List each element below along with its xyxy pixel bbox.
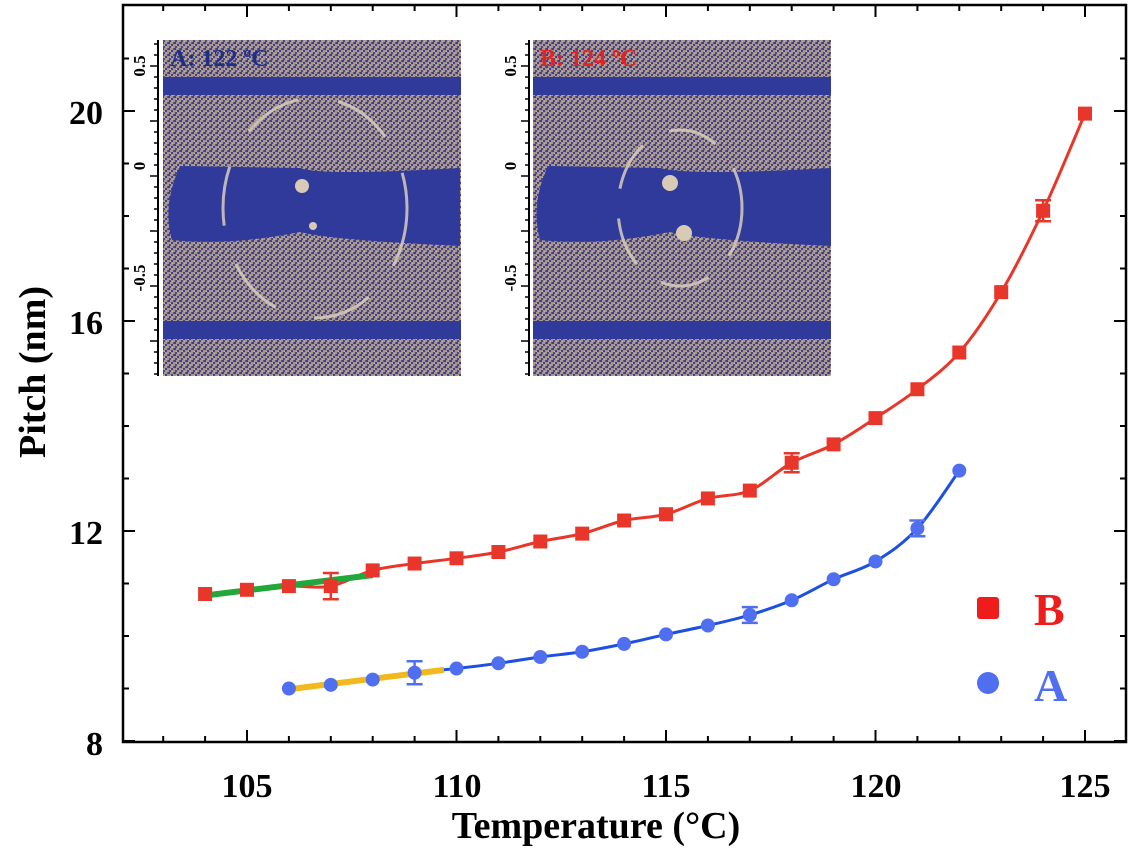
inset-a-tick-label: 0: [130, 162, 149, 171]
x-tick-label: 125: [1060, 768, 1111, 805]
data-point-a: [407, 665, 422, 680]
inset-a-label: A: 122 ºC: [170, 46, 269, 72]
data-points: [198, 106, 1092, 696]
data-point-b: [365, 563, 380, 578]
data-point-b: [240, 582, 254, 597]
inset-a-spot: [309, 222, 317, 230]
data-point-a: [868, 554, 883, 569]
data-point-b: [323, 579, 338, 594]
data-point-a: [617, 636, 632, 651]
inset-a-tick-label: 0.5: [130, 55, 149, 76]
inset-b-band-bottom: [533, 321, 831, 339]
data-point-b: [1078, 106, 1092, 121]
data-point-a: [910, 521, 925, 536]
data-point-a: [952, 463, 967, 478]
data-point-b: [700, 491, 715, 506]
inset-a: 0.5 0 -0.5 A: 122 ºC: [130, 40, 461, 376]
data-point-b: [868, 411, 883, 426]
legend-label-b: B: [1034, 584, 1065, 635]
data-point-a: [784, 593, 799, 608]
x-tick-label: 110: [432, 768, 481, 805]
legend-marker-a: [977, 672, 999, 694]
data-point-b: [952, 345, 967, 360]
inset-b-band-top: [533, 77, 831, 95]
data-point-b: [994, 285, 1009, 300]
data-point-a: [742, 608, 757, 622]
data-point-a: [659, 627, 673, 642]
inset-b-tick-label: 0: [501, 162, 520, 171]
inset-a-spot: [295, 179, 309, 193]
inset-a-ring: [221, 96, 409, 320]
data-point-a: [491, 656, 506, 671]
y-tick-label: 12: [69, 515, 103, 552]
x-tick-label: 105: [222, 768, 273, 805]
legend: B A: [977, 584, 1067, 711]
data-point-a: [533, 650, 548, 664]
legend-label-a: A: [1034, 660, 1067, 711]
x-axis-title: Temperature (°C): [452, 805, 741, 847]
x-tick-label: 115: [641, 768, 690, 805]
data-point-b: [575, 526, 590, 541]
data-point-b: [198, 587, 213, 601]
inset-b-tick-label: -0.5: [501, 265, 520, 292]
data-point-b: [742, 483, 757, 498]
data-point-b: [826, 437, 841, 452]
data-point-b: [533, 534, 548, 549]
data-point-a: [826, 572, 841, 587]
data-point-a: [365, 672, 380, 687]
data-point-a: [700, 618, 715, 633]
inset-b-spot: [676, 225, 692, 241]
inset-b-beam: [536, 166, 831, 246]
data-point-b: [617, 513, 632, 528]
inset-b-spot: [662, 175, 678, 191]
inset-b: 0.5 0 -0.5 B: 124 ºC: [501, 40, 831, 376]
y-axis-title: Pitch (nm): [12, 286, 54, 458]
fit-curve-a: [288, 469, 961, 690]
axis-ticks: [123, 5, 1126, 742]
inset-b-label: B: 124 ºC: [540, 46, 637, 72]
y-tick-label: 16: [69, 305, 103, 342]
data-point-a: [449, 661, 464, 676]
data-point-b: [281, 579, 296, 594]
data-point-b: [407, 556, 422, 571]
data-point-b: [659, 507, 673, 522]
x-tick-label: 120: [851, 768, 902, 805]
inset-a-band-bottom: [163, 321, 461, 339]
inset-a-band-top: [163, 77, 461, 95]
inset-a-beam: [168, 166, 460, 246]
data-point-b: [1036, 203, 1051, 218]
inset-b-tick-label: 0.5: [501, 55, 520, 76]
data-point-a: [281, 681, 296, 696]
inset-a-tick-label: -0.5: [130, 265, 149, 292]
inset-b-ring: [616, 128, 744, 288]
y-tick-label: 8: [86, 726, 103, 763]
legend-marker-b: [977, 597, 999, 619]
data-point-b: [491, 545, 506, 559]
data-point-b: [910, 382, 925, 397]
y-tick-label: 20: [69, 95, 103, 132]
data-point-a: [323, 677, 338, 692]
data-point-b: [784, 455, 799, 470]
data-point-a: [575, 644, 590, 659]
data-point-b: [449, 551, 464, 566]
